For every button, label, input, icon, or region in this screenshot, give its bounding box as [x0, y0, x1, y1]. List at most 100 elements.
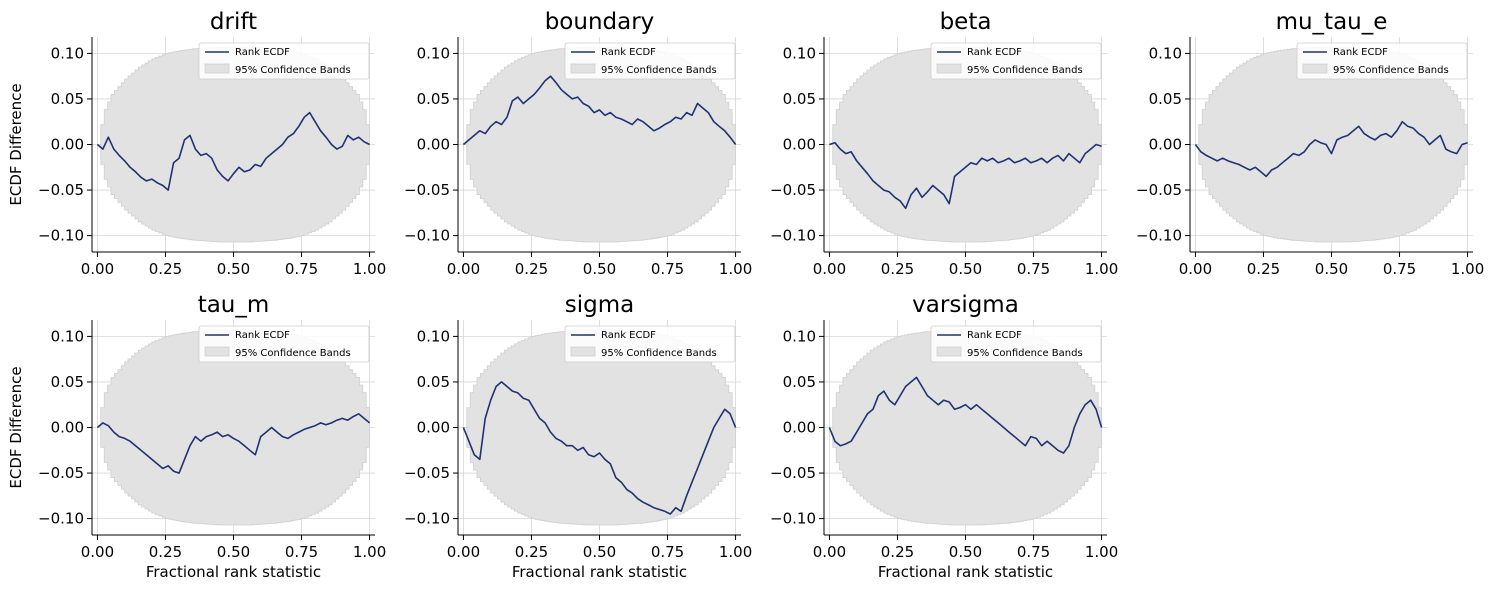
legend: Rank ECDF 95% Confidence Bands: [198, 42, 370, 80]
x-tick-label: 0.00: [1179, 260, 1212, 278]
y-tick-label: −0.05: [770, 181, 816, 199]
x-tick-label: 0.75: [1017, 260, 1050, 278]
panel-mu-tau-e: 0.00 0.25 0.50 0.75 1.00 −0.10 −0.05 0.00 0.05 0.…: [1136, 9, 1484, 278]
rank-ecdf-line: [462, 75, 737, 146]
x-tick-label: 0.25: [881, 260, 914, 278]
x-tick-label: 0.00: [813, 260, 846, 278]
legend-box: [1296, 42, 1468, 80]
x-tick-label: 0.00: [81, 260, 114, 278]
legend: Rank ECDF 95% Confidence Bands: [930, 42, 1102, 80]
x-axis-label: Fractional rank statistic: [878, 563, 1053, 581]
x-tick-label: 1.00: [1451, 260, 1484, 278]
legend: Rank ECDF 95% Confidence Bands: [564, 325, 736, 363]
y-tick-label: 0.10: [783, 44, 816, 62]
rank-ecdf-line: [96, 412, 371, 474]
panel-title: beta: [940, 9, 992, 35]
x-tick-label: 1.00: [719, 260, 752, 278]
legend-label-rank-ecdf: Rank ECDF: [601, 47, 656, 58]
x-tick-label: 0.00: [81, 543, 114, 561]
panel-title: drift: [210, 9, 257, 35]
y-tick-label: 0.10: [51, 44, 84, 62]
y-axis-label: ECDF Difference: [7, 83, 25, 205]
panel-boundary: 0.00 0.25 0.50 0.75 1.00 −0.10 −0.05 0.00 0.05 0.…: [404, 9, 752, 278]
legend-box: [198, 42, 370, 80]
y-tick-label: 0.00: [417, 419, 450, 437]
legend-box: [564, 42, 736, 80]
legend-label-rank-ecdf: Rank ECDF: [235, 330, 290, 341]
panel-title: sigma: [565, 292, 634, 318]
legend: Rank ECDF 95% Confidence Bands: [564, 42, 736, 80]
y-tick-label: 0.05: [51, 373, 84, 391]
legend-label-rank-ecdf: Rank ECDF: [967, 330, 1022, 341]
legend-band-swatch: [1302, 63, 1328, 74]
legend: Rank ECDF 95% Confidence Bands: [1296, 42, 1468, 80]
x-tick-label: 0.75: [285, 543, 318, 561]
x-tick-label: 0.25: [149, 260, 182, 278]
legend-label-rank-ecdf: Rank ECDF: [235, 47, 290, 58]
x-tick-label: 0.25: [515, 543, 548, 561]
panel-title: varsigma: [912, 292, 1019, 318]
y-axis-label: ECDF Difference: [7, 366, 25, 488]
x-tick-label: 0.50: [1315, 260, 1348, 278]
x-tick-label: 0.75: [1383, 260, 1416, 278]
x-tick-label: 1.00: [353, 543, 386, 561]
y-tick-label: 0.00: [783, 419, 816, 437]
legend-box: [198, 325, 370, 363]
x-axis-label: Fractional rank statistic: [146, 563, 321, 581]
x-tick-label: 0.25: [149, 543, 182, 561]
confidence-band: [829, 46, 1102, 243]
panel-title: boundary: [545, 9, 655, 35]
y-tick-label: −0.10: [38, 510, 84, 528]
rank-ecdf-line: [1194, 120, 1468, 178]
y-tick-label: 0.10: [417, 44, 450, 62]
y-tick-label: 0.00: [417, 136, 450, 154]
x-tick-label: 0.00: [447, 260, 480, 278]
legend-label-rank-ecdf: Rank ECDF: [601, 330, 656, 341]
legend-label-confidence-bands: 95% Confidence Bands: [967, 348, 1083, 359]
y-tick-label: −0.10: [1136, 227, 1182, 245]
panel-beta: 0.00 0.25 0.50 0.75 1.00 −0.10 −0.05 0.00 0.05 0.…: [770, 9, 1118, 278]
panel-title: mu_tau_e: [1276, 9, 1388, 35]
panel-drift: 0.00 0.25 0.50 0.75 1.00 −0.10 −0.05 0.00 0.05 0.…: [7, 9, 386, 278]
legend-box: [564, 325, 736, 363]
x-tick-label: 1.00: [719, 543, 752, 561]
y-tick-label: 0.10: [51, 327, 84, 345]
x-tick-label: 0.25: [1247, 260, 1280, 278]
legend-label-confidence-bands: 95% Confidence Bands: [601, 348, 717, 359]
y-tick-label: −0.05: [38, 181, 84, 199]
x-tick-label: 0.00: [447, 543, 480, 561]
x-tick-label: 0.75: [285, 260, 318, 278]
y-tick-label: 0.05: [1149, 90, 1182, 108]
rank-ecdf-line: [462, 381, 737, 515]
legend-band-swatch: [204, 346, 230, 357]
legend: Rank ECDF 95% Confidence Bands: [930, 325, 1102, 363]
y-tick-label: 0.05: [783, 90, 816, 108]
legend-label-confidence-bands: 95% Confidence Bands: [235, 348, 351, 359]
x-tick-label: 0.25: [881, 543, 914, 561]
legend-box: [930, 325, 1102, 363]
legend-label-confidence-bands: 95% Confidence Bands: [967, 65, 1083, 76]
x-tick-label: 0.75: [651, 543, 684, 561]
legend-band-swatch: [570, 63, 596, 74]
y-tick-label: −0.10: [38, 227, 84, 245]
y-tick-label: −0.10: [404, 510, 450, 528]
x-tick-label: 0.50: [217, 543, 250, 561]
x-tick-label: 0.50: [217, 260, 250, 278]
x-tick-label: 0.00: [813, 543, 846, 561]
legend-band-swatch: [570, 346, 596, 357]
y-tick-label: 0.10: [417, 327, 450, 345]
legend-label-rank-ecdf: Rank ECDF: [967, 47, 1022, 58]
panel-varsigma: 0.00 0.25 0.50 0.75 1.00 −0.10 −0.05 0.00 0.05 0.…: [770, 292, 1118, 581]
x-tick-label: 0.50: [583, 260, 616, 278]
y-tick-label: 0.05: [51, 90, 84, 108]
legend-band-swatch: [204, 63, 230, 74]
x-tick-label: 0.75: [1017, 543, 1050, 561]
legend-box: [930, 42, 1102, 80]
y-tick-label: −0.05: [404, 464, 450, 482]
x-tick-label: 1.00: [1085, 543, 1118, 561]
legend-label-confidence-bands: 95% Confidence Bands: [1333, 65, 1449, 76]
y-tick-label: 0.00: [51, 136, 84, 154]
y-tick-label: −0.10: [770, 227, 816, 245]
y-tick-label: 0.00: [51, 419, 84, 437]
x-tick-label: 0.50: [583, 543, 616, 561]
